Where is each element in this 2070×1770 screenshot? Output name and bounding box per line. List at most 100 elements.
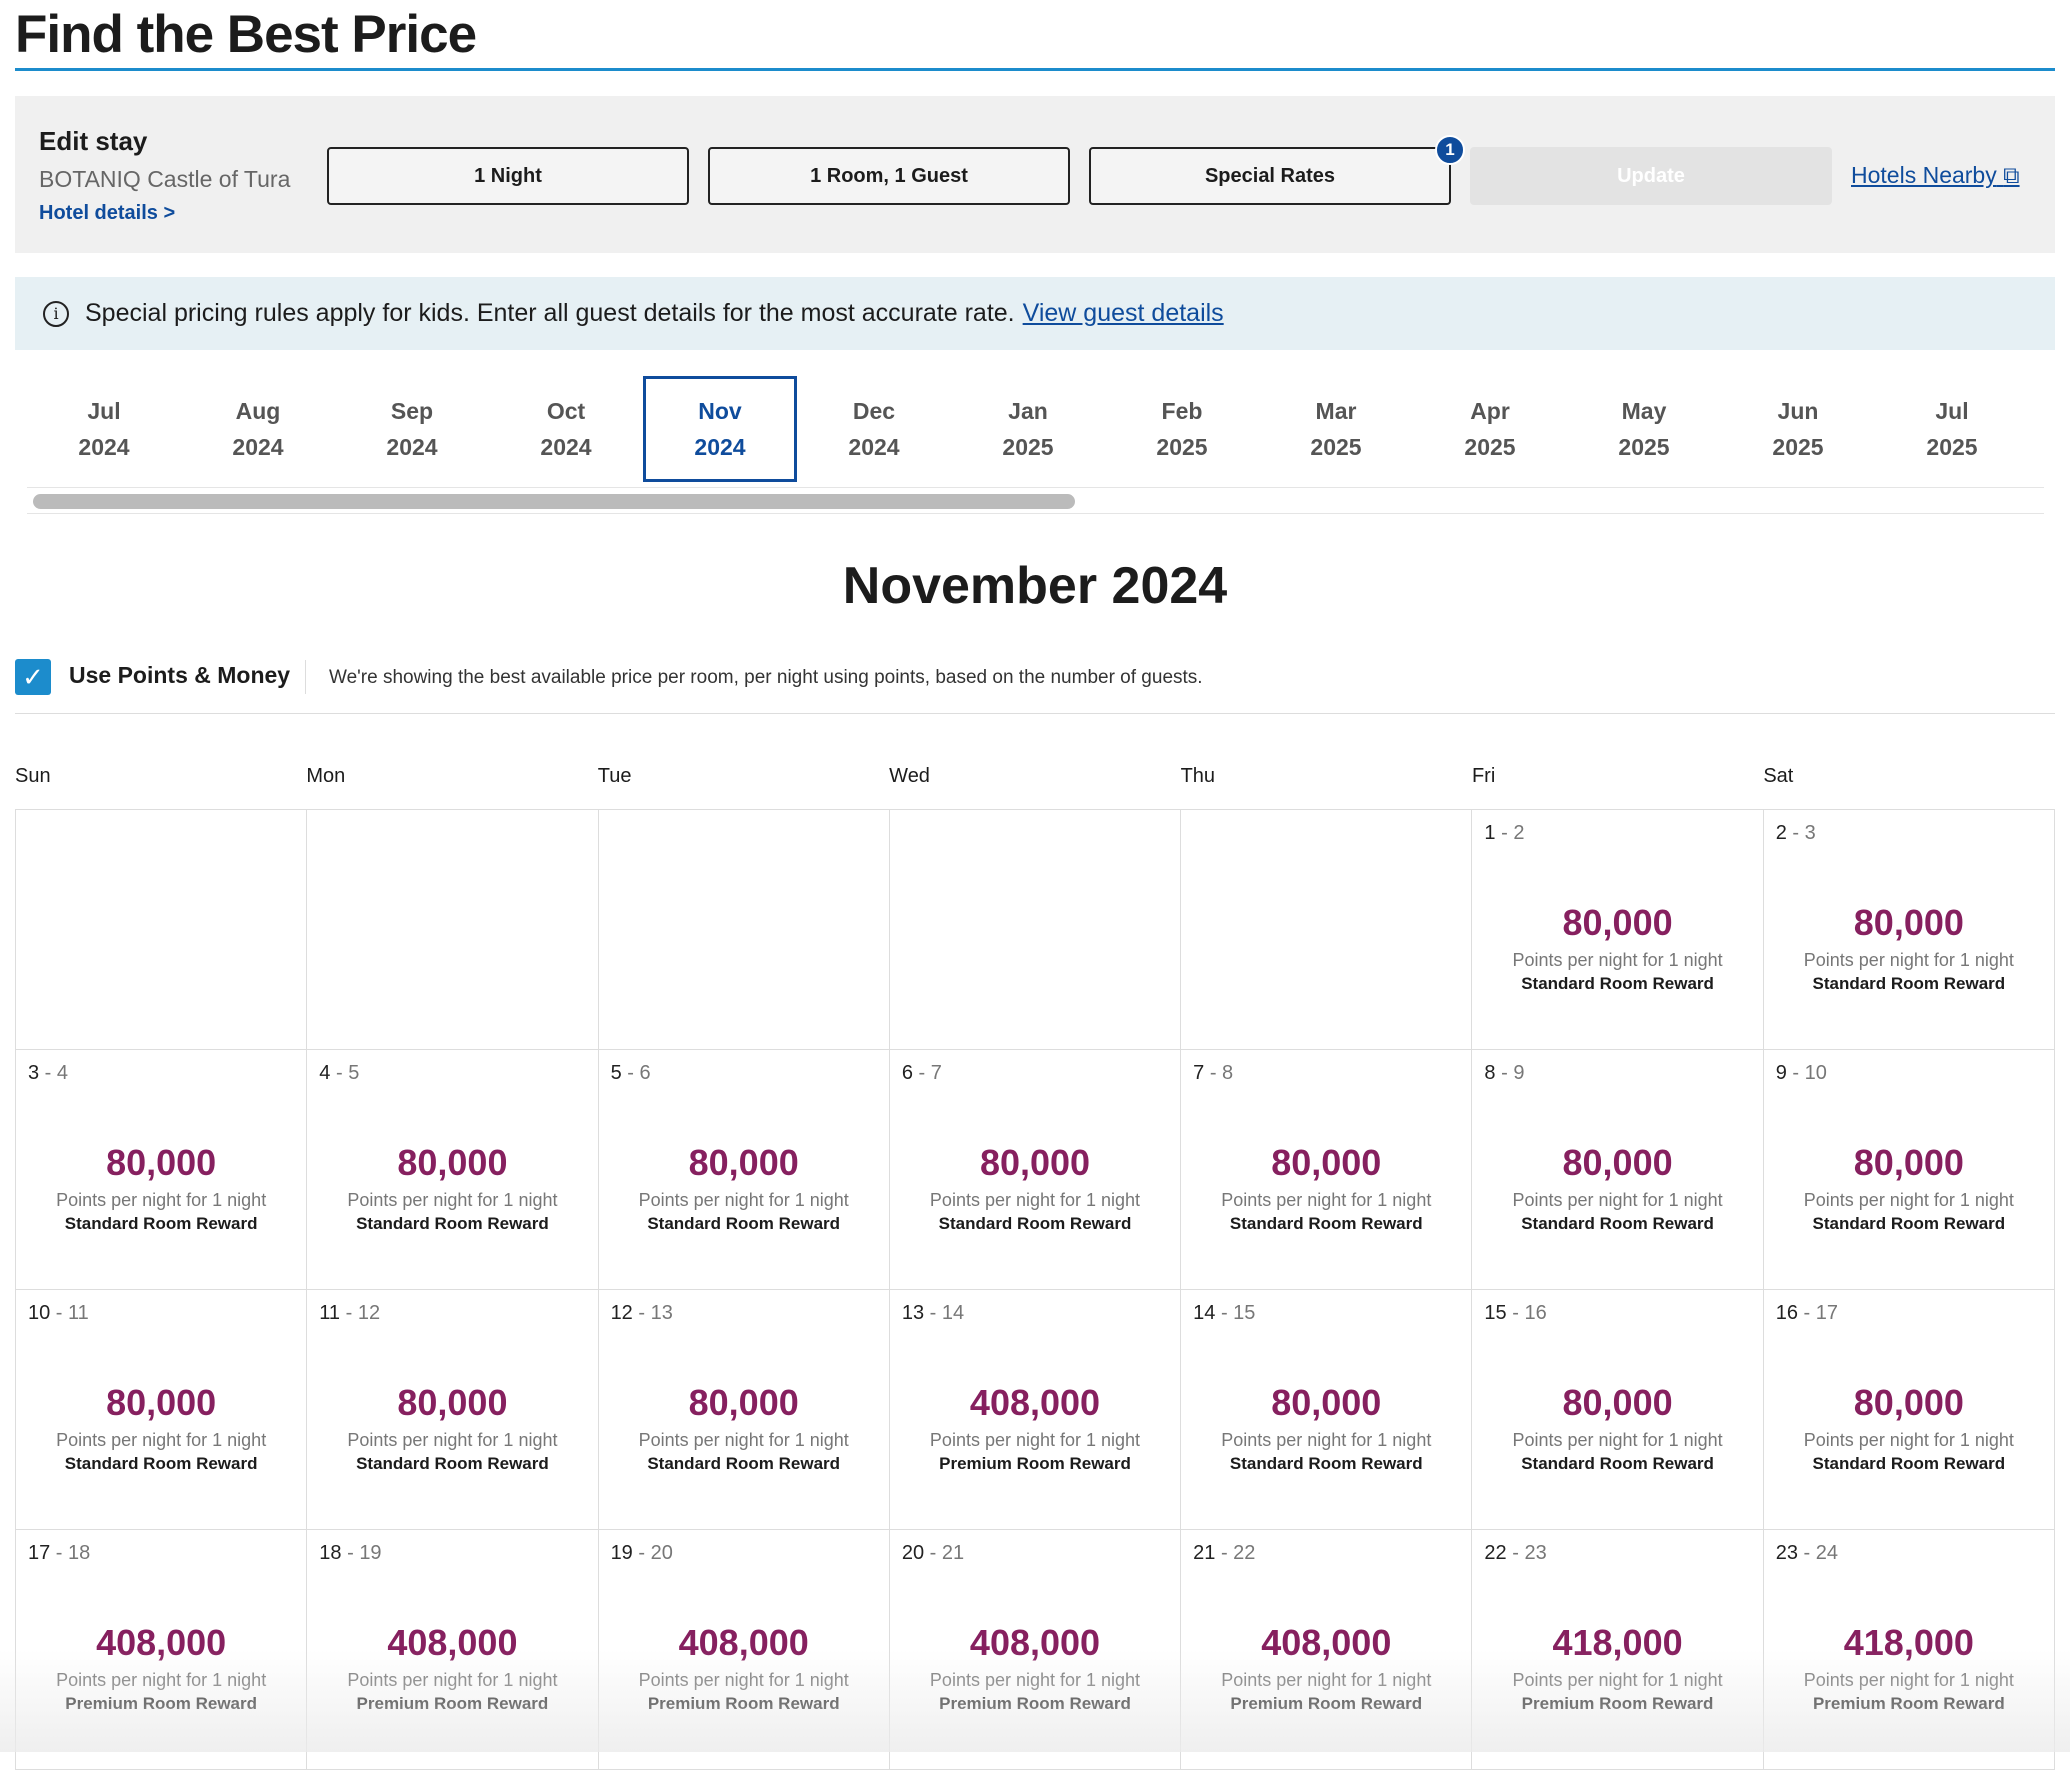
month-name: Sep [390, 398, 434, 424]
calendar-grid: 1 - 2 80,000 Points per night for 1 night S… [15, 809, 2055, 1770]
hotel-details-link[interactable]: Hotel details > [39, 202, 176, 224]
calendar-day-cell[interactable]: 18 - 19 408,000 Points per night for 1 nig… [307, 1530, 599, 1770]
tab-month[interactable]: Jun 2025 [1721, 376, 1875, 482]
points-note: We're showing the best available price p… [329, 667, 1203, 688]
calendar-day-cell[interactable]: 20 - 21 408,000 Points per night for 1 nig… [889, 1530, 1182, 1770]
calendar-day-cell[interactable]: 2 - 3 80,000 Points per night for 1 night S… [1763, 810, 2055, 1050]
calendar-day-cell[interactable]: 19 - 20 408,000 Points per night for 1 nig… [598, 1530, 890, 1770]
external-link-icon: ⧉ [2003, 162, 2020, 188]
points-per-night-label: Points per night for 1 night [347, 1430, 558, 1450]
points-price: 80,000 [1271, 1382, 1382, 1423]
tab-month[interactable]: Jul 2024 [27, 376, 181, 482]
calendar-day-cell[interactable]: 1 - 2 80,000 Points per night for 1 night S… [1472, 810, 1764, 1050]
check-out-day: - 2 [1495, 822, 1525, 844]
month-tabs: Jul 2024 Aug 2024 Sep 2024 Oct 2024 Nov 2024 Dec 20… [27, 376, 2029, 482]
calendar-day-cell[interactable]: 8 - 9 80,000 Points per night for 1 night S… [1472, 1050, 1764, 1290]
check-out-day: - 10 [1786, 1062, 1827, 1084]
month-name: Jan [1008, 398, 1048, 424]
calendar-day-cell[interactable]: 3 - 4 80,000 Points per night for 1 night S… [16, 1050, 308, 1290]
tab-month[interactable]: Sep 2024 [335, 376, 489, 482]
calendar-day-cell[interactable]: 10 - 11 80,000 Points per night for 1 nigh… [16, 1290, 308, 1530]
check-out-num: 21 [941, 1542, 965, 1564]
calendar-day-cell[interactable]: 21 - 22 408,000 Points per night for 1 nig… [1181, 1530, 1473, 1770]
check-in-day: 2 [1775, 822, 1787, 844]
month-year: 2025 [1156, 434, 1208, 460]
month-year: 2025 [1772, 434, 1824, 460]
tab-month[interactable]: Jan 2025 [951, 376, 1105, 482]
month-name: Apr [1470, 398, 1510, 424]
calendar-day-cell[interactable]: 13 - 14 408,000 Points per night for 1 nig… [889, 1290, 1182, 1530]
reward-type: Standard Room Reward [1229, 1454, 1423, 1473]
calendar-day-cell[interactable]: 23 - 24 418,000 Points per night for 1 nig… [1763, 1530, 2055, 1770]
points-price: 408,000 [96, 1622, 227, 1663]
update-button[interactable]: Update [1470, 147, 1832, 205]
calendar-day-cell[interactable]: 15 - 16 80,000 Points per night for 1 nigh… [1472, 1290, 1764, 1530]
points-per-night-label: Points per night for 1 night [638, 1430, 849, 1450]
page-title: Find the Best Price [15, 5, 477, 64]
calendar-day-cell[interactable]: 9 - 10 80,000 Points per night for 1 night… [1763, 1050, 2055, 1290]
check-out-num: 12 [357, 1302, 381, 1324]
reward-type: Standard Room Reward [64, 1214, 258, 1233]
check-out-day: - 19 [341, 1542, 382, 1564]
month-name: May [1621, 398, 1667, 424]
calendar-day-cell[interactable]: 12 - 13 80,000 Points per night for 1 nigh… [598, 1290, 890, 1530]
scrollbar-thumb[interactable] [33, 494, 1075, 509]
points-price: 408,000 [969, 1622, 1101, 1663]
calendar-day-cell[interactable]: 5 - 6 80,000 Points per night for 1 night S… [598, 1050, 890, 1290]
calendar-day-cell[interactable]: 17 - 18 408,000 Points per night for 1 nig… [16, 1530, 308, 1770]
check-in-day: 5 [610, 1062, 622, 1084]
tab-month[interactable]: Dec 2024 [797, 376, 951, 482]
check-in-day: 13 [901, 1302, 925, 1324]
tab-month[interactable]: Jul 2025 [1875, 376, 2029, 482]
month-name: Dec [852, 398, 896, 424]
check-out-num: 18 [68, 1542, 91, 1564]
points-price: 80,000 [688, 1142, 799, 1183]
points-price: 80,000 [106, 1382, 217, 1423]
month-heading: November 2024 [842, 557, 1228, 615]
calendar-day-cell[interactable]: 11 - 12 80,000 Points per night for 1 nigh… [307, 1290, 599, 1530]
calendar-day-cell[interactable]: 7 - 8 80,000 Points per night for 1 night S… [1181, 1050, 1473, 1290]
nights-button[interactable]: 1 Night [327, 147, 689, 205]
month-year: 2025 [1618, 434, 1670, 460]
calendar-day-cell[interactable]: 22 - 23 418,000 Points per night for 1 nig… [1472, 1530, 1764, 1770]
stay-dates: 9 - 10 [1776, 1062, 1827, 1085]
use-points-label: Use Points & Money [69, 662, 291, 688]
month-name: Feb [1161, 398, 1203, 424]
tab-month[interactable]: Oct 2024 [489, 376, 643, 482]
month-scrollbar[interactable] [27, 487, 2044, 514]
calendar-day-cell[interactable]: 14 - 15 80,000 Points per night for 1 nigh… [1181, 1290, 1473, 1530]
points-price: 418,000 [1843, 1622, 1974, 1663]
hotels-nearby-link[interactable]: Hotels Nearby ⧉ [1851, 162, 2020, 189]
hotels-nearby-label: Hotels Nearby [1851, 162, 1997, 188]
points-price: 80,000 [1271, 1142, 1382, 1183]
tab-month[interactable]: May 2025 [1567, 376, 1721, 482]
rooms-guests-button[interactable]: 1 Room, 1 Guest [708, 147, 1070, 205]
month-year: 2024 [540, 434, 592, 460]
reward-type: Standard Room Reward [647, 1214, 841, 1233]
reward-type: Standard Room Reward [1521, 1214, 1714, 1233]
reward-type: Premium Room Reward [647, 1694, 840, 1713]
use-points-checkbox[interactable]: ✓ [15, 659, 51, 695]
calendar-day-cell[interactable]: 4 - 5 80,000 Points per night for 1 night S… [307, 1050, 599, 1290]
tab-month[interactable]: Nov 2024 [643, 376, 797, 482]
points-price: 80,000 [397, 1142, 508, 1183]
calendar-day-cell[interactable]: 16 - 17 80,000 Points per night for 1 nigh… [1763, 1290, 2055, 1530]
check-out-num: 9 [1513, 1062, 1525, 1084]
stay-dates: 16 - 17 [1776, 1302, 1838, 1325]
stay-dates: 1 - 2 [1484, 822, 1524, 845]
calendar-day-cell[interactable]: 6 - 7 80,000 Points per night for 1 night S… [889, 1050, 1182, 1290]
check-out-num: 3 [1804, 822, 1816, 844]
tab-month[interactable]: Aug 2024 [181, 376, 335, 482]
tab-month[interactable]: Mar 2025 [1259, 376, 1413, 482]
month-year: 2024 [848, 434, 900, 460]
stay-dates: 15 - 16 [1484, 1302, 1546, 1325]
month-year: 2025 [1926, 434, 1978, 460]
points-price: 80,000 [688, 1382, 799, 1423]
view-guest-details-link[interactable]: View guest details [1022, 299, 1224, 327]
tab-month[interactable]: Feb 2025 [1105, 376, 1259, 482]
special-rates-button[interactable]: Special Rates 1 [1089, 135, 1465, 205]
empty-cell [889, 810, 1182, 1050]
tab-month[interactable]: Apr 2025 [1413, 376, 1567, 482]
check-out-num: 24 [1815, 1542, 1838, 1564]
check-out-day: - 9 [1495, 1062, 1525, 1084]
